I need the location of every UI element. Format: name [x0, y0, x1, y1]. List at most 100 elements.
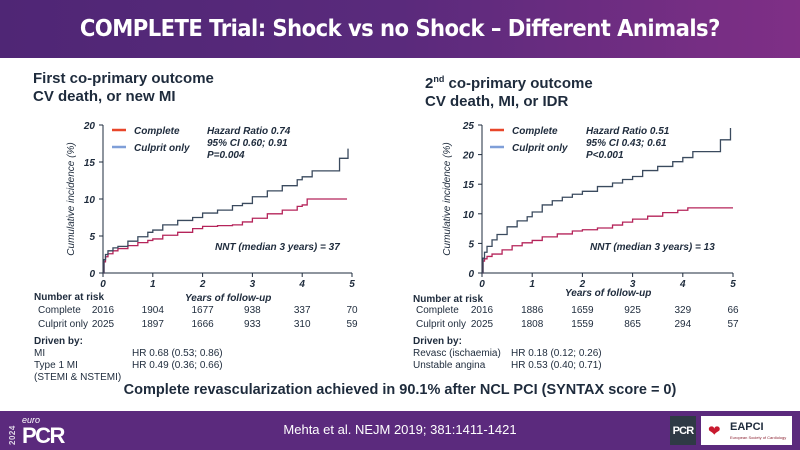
- y-tick-label: 25: [462, 121, 475, 132]
- slide-title: COMPLETE Trial: Shock vs no Shock – Diff…: [79, 16, 721, 42]
- left-x-axis-title: Years of follow-up: [185, 293, 272, 304]
- eapci-label: EAPCI: [730, 421, 764, 433]
- legend-label: Culprit only: [134, 143, 190, 154]
- legend-label: Complete: [512, 126, 558, 137]
- bottom-statement: Complete revascularization achieved in 9…: [123, 382, 677, 398]
- y-tick-label: 10: [463, 210, 475, 221]
- right-driven-by: Driven by: Revasc (ischaemia) HR 0.18 (0.…: [413, 336, 602, 372]
- driven-by-row: Revasc (ischaemia) HR 0.18 (0.12; 0.26): [413, 348, 602, 360]
- x-tick-label: 3: [630, 279, 636, 290]
- risk-row-label: Culprit only: [38, 319, 89, 330]
- risk-cell: 2025: [91, 319, 115, 330]
- x-tick-label: 4: [679, 279, 686, 290]
- pcr-badge-logo: PCR: [670, 416, 696, 445]
- series-line-culprit-only: [103, 148, 349, 274]
- risk-cell: 1677: [191, 305, 214, 316]
- x-tick-label: 5: [730, 279, 736, 290]
- left-driven-list: MI HR 0.68 (0.53; 0.86) Type 1 MI HR 0.49 (…: [34, 348, 223, 384]
- right-title-rest: co-primary outcome: [444, 75, 593, 92]
- risk-cell: 1897: [141, 319, 164, 330]
- y-tick-label: 20: [462, 151, 475, 162]
- risk-cell: 57: [727, 319, 739, 330]
- driven-by-row: MI HR 0.68 (0.53; 0.86): [34, 348, 223, 360]
- risk-cell: 1666: [191, 319, 214, 330]
- stat-annotation: Hazard Ratio 0.74: [207, 126, 291, 137]
- legend-label: Complete: [134, 126, 180, 137]
- slide-header: COMPLETE Trial: Shock vs no Shock – Diff…: [0, 0, 800, 58]
- risk-cell: 66: [727, 305, 739, 316]
- driven-by-label: Unstable angina: [413, 360, 486, 371]
- driven-by-value: HR 0.53 (0.40; 0.71): [511, 360, 602, 371]
- legend-label: Culprit only: [512, 143, 568, 154]
- stat-annotation: P=0.004: [207, 150, 245, 161]
- x-tick-label: 0: [479, 279, 485, 290]
- slide-footer: 2024 euro PCR Mehta et al. NEJM 2019; 38…: [0, 411, 800, 450]
- right-driven-list: Revasc (ischaemia) HR 0.18 (0.12; 0.26) Un…: [413, 348, 602, 372]
- risk-cell: 1904: [141, 305, 164, 316]
- right-driven-title: Driven by:: [413, 336, 462, 347]
- right-x-axis-title: Years of follow-up: [565, 288, 652, 299]
- eapci-logo: ❤ EAPCI European Society of Cardiology: [701, 416, 792, 445]
- right-title-line1: 2nd co-primary outcome: [425, 70, 593, 93]
- risk-cell: 865: [624, 319, 641, 330]
- left-driven-by: Driven by: MI HR 0.68 (0.53; 0.86) Type 1 …: [34, 336, 223, 384]
- risk-cell: 925: [624, 305, 641, 316]
- heart-icon: ❤: [708, 423, 721, 440]
- risk-cell: 337: [293, 305, 311, 316]
- left-driven-title: Driven by:: [34, 336, 83, 347]
- driven-by-value: HR 0.18 (0.12; 0.26): [511, 348, 602, 359]
- x-tick-label: 5: [349, 279, 355, 290]
- left-title-line2: CV death, or new MI: [33, 88, 176, 105]
- driven-by-value: HR 0.49 (0.36; 0.66): [132, 360, 223, 371]
- y-tick-label: 0: [468, 269, 474, 280]
- x-tick-label: 1: [529, 279, 535, 290]
- left-title-line1: First co-primary outcome: [33, 70, 214, 87]
- risk-cell: 1559: [571, 319, 594, 330]
- series-line-culprit-only: [482, 127, 732, 274]
- y-tick-label: 0: [89, 269, 95, 280]
- risk-cell: 70: [346, 305, 358, 316]
- logo-euro: euro: [22, 415, 41, 425]
- series-line-complete: [103, 198, 348, 274]
- series-line-complete: [482, 207, 733, 274]
- stat-annotation: 95% CI 0.60; 0.91: [207, 138, 288, 149]
- y-axis-label: Cumulative incidence (%): [66, 142, 77, 255]
- driven-by-row: (STEMI & NSTEMI): [34, 372, 223, 384]
- y-tick-label: 15: [463, 180, 475, 191]
- risk-cell: 2016: [91, 305, 115, 316]
- logo-pcr: PCR: [22, 423, 65, 448]
- driven-by-label: Type 1 MI: [34, 360, 78, 371]
- risk-row-label: Complete: [38, 305, 81, 316]
- risk-cell: 2025: [470, 319, 494, 330]
- risk-cell: 1659: [571, 305, 594, 316]
- left-km-chart: 0 5 10 15 20 0 1 2 3 4 5 Cumulative incidence (%) Co…: [66, 121, 355, 290]
- stat-annotation: P<0.001: [586, 150, 624, 161]
- right-risk-header: Number at risk: [413, 294, 484, 305]
- driven-by-row: Type 1 MI HR 0.49 (0.36; 0.66): [34, 360, 223, 372]
- nnt-annotation: NNT (median 3 years) = 37: [215, 242, 340, 253]
- driven-by-value: HR 0.68 (0.53; 0.86): [132, 348, 223, 359]
- risk-cell: 933: [244, 319, 261, 330]
- y-tick-label: 20: [83, 121, 96, 132]
- y-tick-label: 10: [84, 195, 96, 206]
- y-axis-label: Cumulative incidence (%): [442, 142, 453, 255]
- citation: Mehta et al. NEJM 2019; 381:1411-1421: [283, 422, 517, 437]
- y-tick-label: 5: [89, 232, 95, 243]
- right-title-line2: CV death, MI, or IDR: [425, 93, 569, 110]
- nnt-annotation: NNT (median 3 years) = 13: [590, 242, 715, 253]
- x-tick-label: 2: [579, 279, 586, 290]
- risk-row-label: Culprit only: [416, 319, 467, 330]
- x-tick-label: 1: [150, 279, 156, 290]
- y-tick-label: 5: [468, 239, 474, 250]
- risk-cell: 1808: [521, 319, 544, 330]
- y-tick-label: 15: [84, 158, 96, 169]
- stat-annotation: 95% CI 0.43; 0.61: [586, 138, 667, 149]
- stat-annotation: Hazard Ratio 0.51: [586, 126, 670, 137]
- x-tick-label: 3: [250, 279, 256, 290]
- risk-cell: 2016: [470, 305, 494, 316]
- risk-row-label: Complete: [416, 305, 459, 316]
- risk-cell: 294: [674, 319, 692, 330]
- driven-by-label: Revasc (ischaemia): [413, 348, 501, 359]
- x-tick-label: 4: [298, 279, 305, 290]
- right-title-sup: nd: [433, 74, 445, 84]
